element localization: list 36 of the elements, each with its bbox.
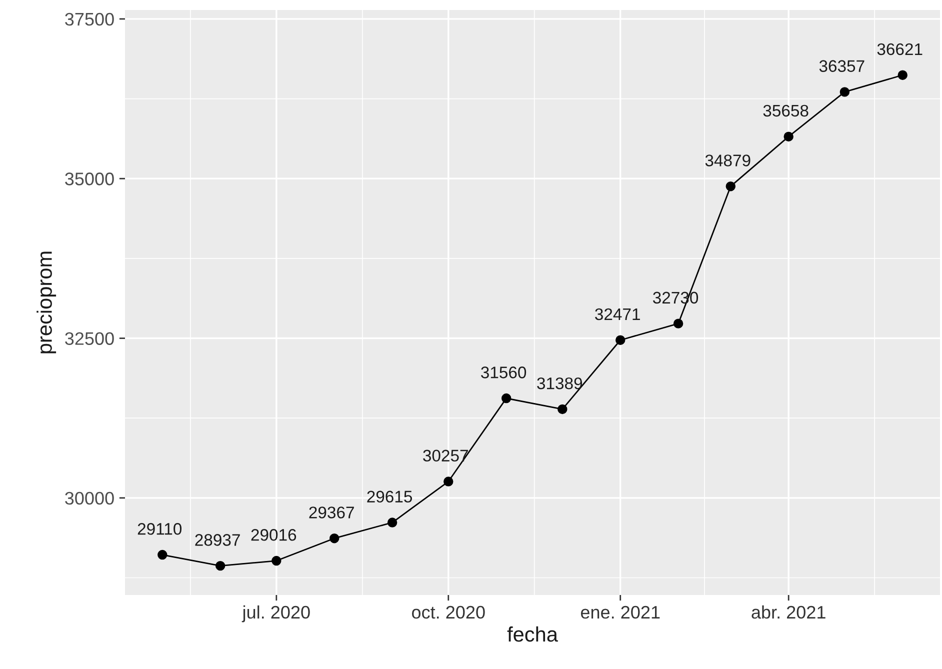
point: [615, 335, 626, 345]
y-tick-label: 35000: [65, 172, 114, 186]
x-tick-label: ene. 2021: [580, 606, 660, 619]
point: [558, 404, 568, 414]
data-label: 29367: [309, 506, 354, 518]
data-label: 31389: [537, 377, 582, 390]
point: [387, 518, 398, 528]
point: [158, 550, 168, 560]
data-label: 34879: [705, 154, 750, 166]
point: [272, 556, 282, 566]
point: [329, 533, 340, 544]
point: [501, 393, 512, 404]
x-tick-label: oct. 2020: [412, 606, 485, 619]
point: [444, 476, 454, 486]
data-label: 36357: [819, 60, 864, 72]
data-label: 36621: [877, 43, 922, 56]
data-label: 35658: [763, 104, 808, 117]
x-axis-title: fecha: [507, 626, 558, 642]
y-axis-title: precioprom: [36, 252, 56, 354]
y-tick-label: 30000: [65, 492, 114, 505]
y-tick-label: 37500: [65, 12, 114, 26]
data-label: 28937: [195, 534, 240, 546]
data-label: 29615: [367, 490, 412, 503]
x-tick-label: jul. 2020: [242, 605, 310, 622]
y-tick-label: 32500: [65, 332, 114, 345]
data-label: 29110: [138, 523, 182, 535]
point: [840, 87, 850, 97]
data-label: 29016: [251, 529, 296, 541]
point: [726, 181, 736, 192]
data-label: 31560: [481, 366, 526, 378]
point: [673, 318, 684, 328]
x-tick-label: abr. 2021: [752, 605, 826, 619]
point: [784, 132, 794, 142]
data-label: 32471: [595, 308, 640, 320]
point: [215, 560, 226, 571]
point: [898, 70, 908, 80]
